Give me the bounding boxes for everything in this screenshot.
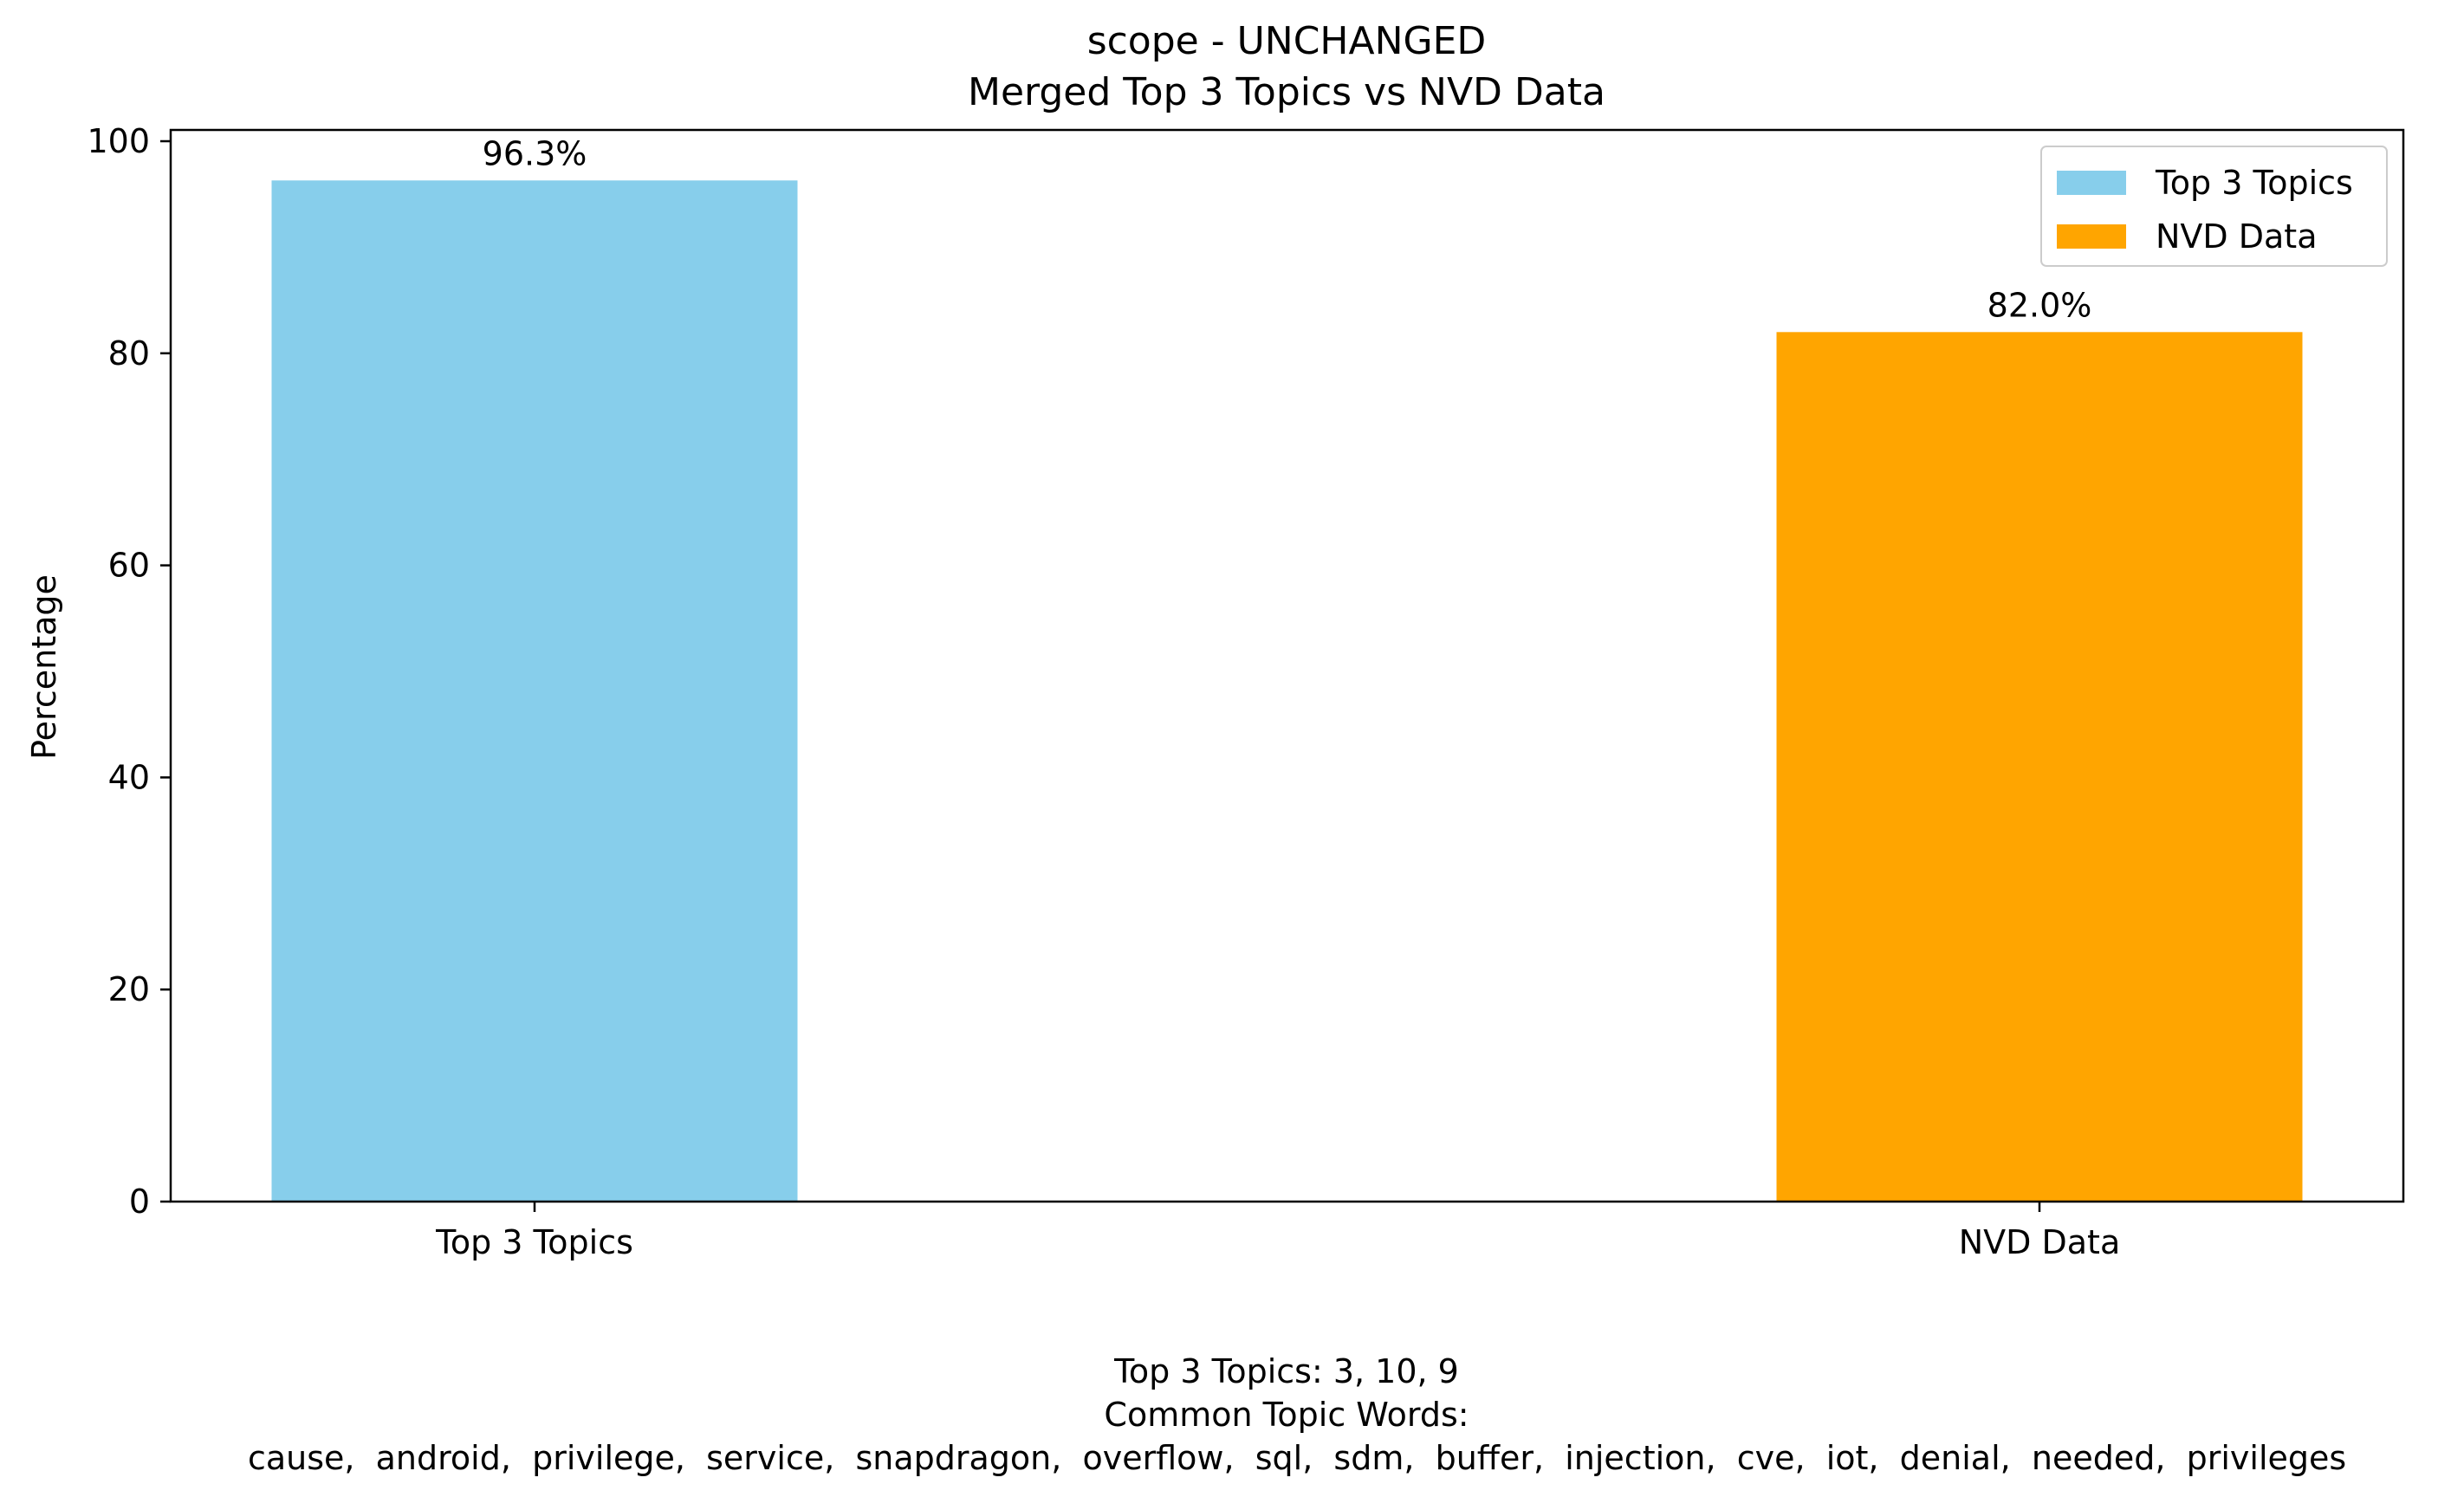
legend: Top 3 Topics NVD Data (2040, 146, 2388, 267)
legend-swatch-1 (2057, 171, 2126, 195)
footer-common-words-heading: Common Topic Words: (1104, 1396, 1469, 1434)
y-axis-label: Percentage (25, 574, 63, 760)
y-tick-label: 0 (129, 1183, 150, 1221)
y-tick-label: 20 (108, 970, 150, 1008)
y-tick-label: 80 (108, 334, 150, 373)
y-axis-ticks: 0 20 40 60 80 100 (87, 122, 171, 1221)
footer-top-topics: Top 3 Topics: 3, 10, 9 (1113, 1352, 1459, 1390)
bar-1 (271, 180, 798, 1202)
legend-entry-2: NVD Data (2156, 217, 2318, 256)
plot-area-frame (169, 128, 2405, 1203)
x-axis-ticks: Top 3 Topics NVD Data (435, 1202, 2120, 1261)
data-labels: 96.3% 82.0% (483, 134, 2092, 324)
legend-box (2040, 146, 2388, 267)
chart-title-line-1: scope - UNCHANGED (1087, 19, 1487, 63)
data-label-1: 96.3% (483, 134, 587, 172)
bar-2 (1776, 332, 2303, 1202)
y-tick-label: 100 (87, 122, 150, 160)
legend-swatch-2 (2057, 224, 2126, 249)
x-tick-label: Top 3 Topics (435, 1223, 633, 1261)
chart-title-line-2: Merged Top 3 Topics vs NVD Data (968, 70, 1605, 114)
x-tick-label: NVD Data (1959, 1223, 2121, 1261)
legend-entry-1: Top 3 Topics (2155, 164, 2353, 202)
data-label-2: 82.0% (1987, 286, 2092, 324)
footer-common-words-list: cause, android, privilege, service, snap… (227, 1439, 2346, 1477)
bars (271, 180, 2303, 1202)
y-tick-label: 60 (108, 547, 150, 585)
y-tick-label: 40 (108, 758, 150, 796)
